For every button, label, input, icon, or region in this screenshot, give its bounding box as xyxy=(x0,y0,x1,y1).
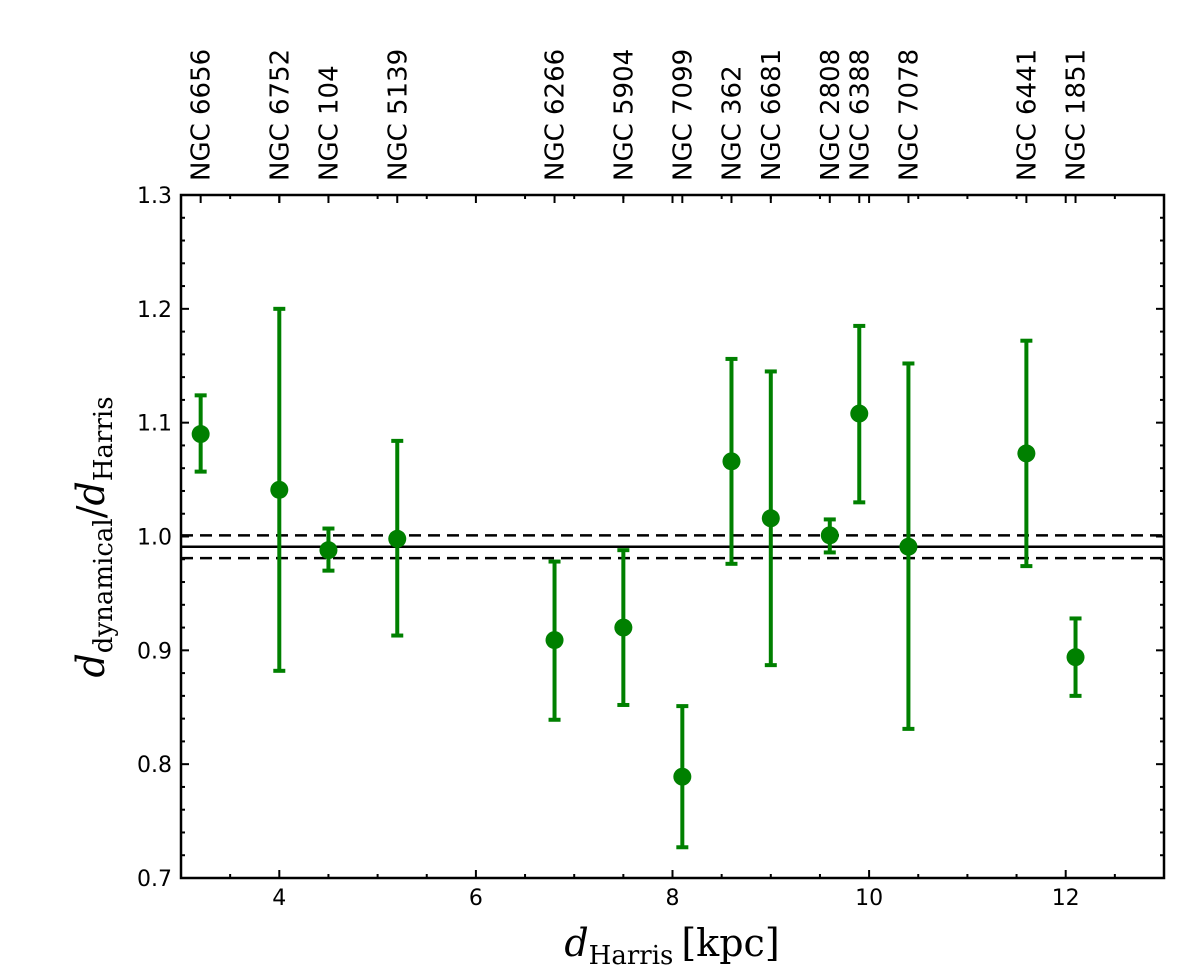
x-tick-label: 10 xyxy=(855,886,883,911)
cluster-name-labels: NGC 6656 NGC 6752 NGC 104 NGC 5139 NGC 6266 N… xyxy=(187,49,1092,181)
data-point-ngc-6656 xyxy=(191,425,210,444)
data-point-ngc-5904 xyxy=(614,618,633,637)
data-points xyxy=(191,404,1085,786)
y-tick-labels: 0.7 0.8 0.9 1.0 1.1 1.2 1.3 xyxy=(137,184,172,892)
data-point-ngc-7099 xyxy=(673,767,692,786)
cluster-label-ngc-6752: NGC 6752 xyxy=(265,49,295,181)
data-point-ngc-104 xyxy=(319,541,338,560)
data-point-ngc-6681 xyxy=(761,509,780,528)
cluster-label-ngc-6656: NGC 6656 xyxy=(187,49,217,181)
y-tick-label: 0.9 xyxy=(137,639,172,664)
cluster-label-ngc-1851: NGC 1851 xyxy=(1062,49,1092,181)
y-tick-label: 0.8 xyxy=(137,753,172,778)
cluster-label-ngc-362: NGC 362 xyxy=(717,65,747,181)
data-point-ngc-362 xyxy=(722,452,741,471)
y-tick-label: 1.2 xyxy=(137,298,172,323)
cluster-label-ngc-6681: NGC 6681 xyxy=(757,49,787,181)
x-tick-label: 8 xyxy=(666,886,680,911)
cluster-label-ngc-5904: NGC 5904 xyxy=(609,49,639,181)
data-point-ngc-5139 xyxy=(388,529,407,548)
cluster-label-ngc-6266: NGC 6266 xyxy=(541,49,571,181)
cluster-label-ngc-6388: NGC 6388 xyxy=(845,49,875,181)
x-tick-label: 4 xyxy=(272,886,286,911)
plot-frame xyxy=(179,193,1166,880)
cluster-label-ngc-6441: NGC 6441 xyxy=(1012,49,1042,181)
error-bars xyxy=(194,306,1082,850)
cluster-label-ngc-7099: NGC 7099 xyxy=(668,49,698,181)
cluster-label-ngc-5139: NGC 5139 xyxy=(383,49,413,181)
data-point-ngc-6752 xyxy=(270,480,289,499)
x-tick-label: 12 xyxy=(1052,886,1080,911)
cluster-label-ngc-7078: NGC 7078 xyxy=(894,49,924,181)
x-tick-labels: 4 6 8 10 12 xyxy=(272,886,1079,911)
data-point-ngc-1851 xyxy=(1066,648,1085,667)
x-axis-title: dHarris [kpc] xyxy=(564,921,779,971)
cluster-label-ngc-2808: NGC 2808 xyxy=(816,49,846,181)
data-point-ngc-7078 xyxy=(899,537,918,556)
x-tick-label: 6 xyxy=(469,886,483,911)
y-axis-title: ddynamical/dHarris xyxy=(69,396,119,677)
data-point-ngc-6441 xyxy=(1017,444,1036,463)
y-tick-label: 0.7 xyxy=(137,867,172,892)
data-point-ngc-2808 xyxy=(820,526,839,545)
y-tick-label: 1.1 xyxy=(137,412,172,437)
data-point-ngc-6266 xyxy=(545,631,564,650)
data-point-ngc-6388 xyxy=(850,404,869,423)
reference-lines xyxy=(181,534,1164,560)
y-tick-label: 1.0 xyxy=(137,526,172,551)
y-tick-label: 1.3 xyxy=(137,184,172,209)
cluster-label-ngc-104: NGC 104 xyxy=(314,65,344,181)
